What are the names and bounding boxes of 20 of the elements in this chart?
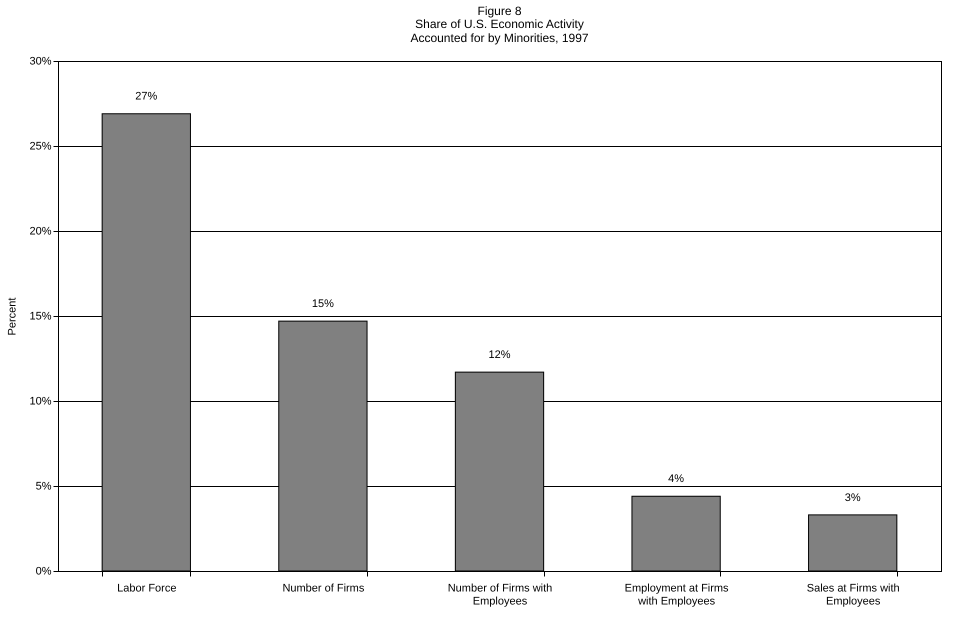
y-tick-label: 20% xyxy=(29,226,52,238)
x-tick-label: Sales at Firms with Employees xyxy=(806,582,900,608)
x-tick-label: Labor Force xyxy=(117,582,176,594)
x-tick-label: Number of Firms xyxy=(282,582,365,594)
data-label: 15% xyxy=(312,298,334,310)
y-axis-title: Percent xyxy=(6,298,18,336)
data-label: 12% xyxy=(488,349,511,362)
chart-subtitle: Share of U.S. Economic Activity Accounted for by Minorities, 1997 xyxy=(410,17,589,45)
y-tick-label: 0% xyxy=(36,566,52,578)
y-tick-label: 30% xyxy=(29,56,52,68)
x-tick-label: Number of Firms with Employees xyxy=(448,582,552,608)
x-tick-label: Employment at Firms with Employees xyxy=(624,582,730,608)
data-label: 3% xyxy=(844,492,861,504)
y-tick-label: 25% xyxy=(29,140,52,152)
y-tick-label: 5% xyxy=(36,480,52,492)
y-tick-label: 15% xyxy=(29,310,52,322)
data-label: 4% xyxy=(668,473,684,486)
data-label: 27% xyxy=(135,90,158,103)
y-tick-label: 10% xyxy=(29,396,52,408)
chart-title: Figure 8 xyxy=(477,4,522,18)
